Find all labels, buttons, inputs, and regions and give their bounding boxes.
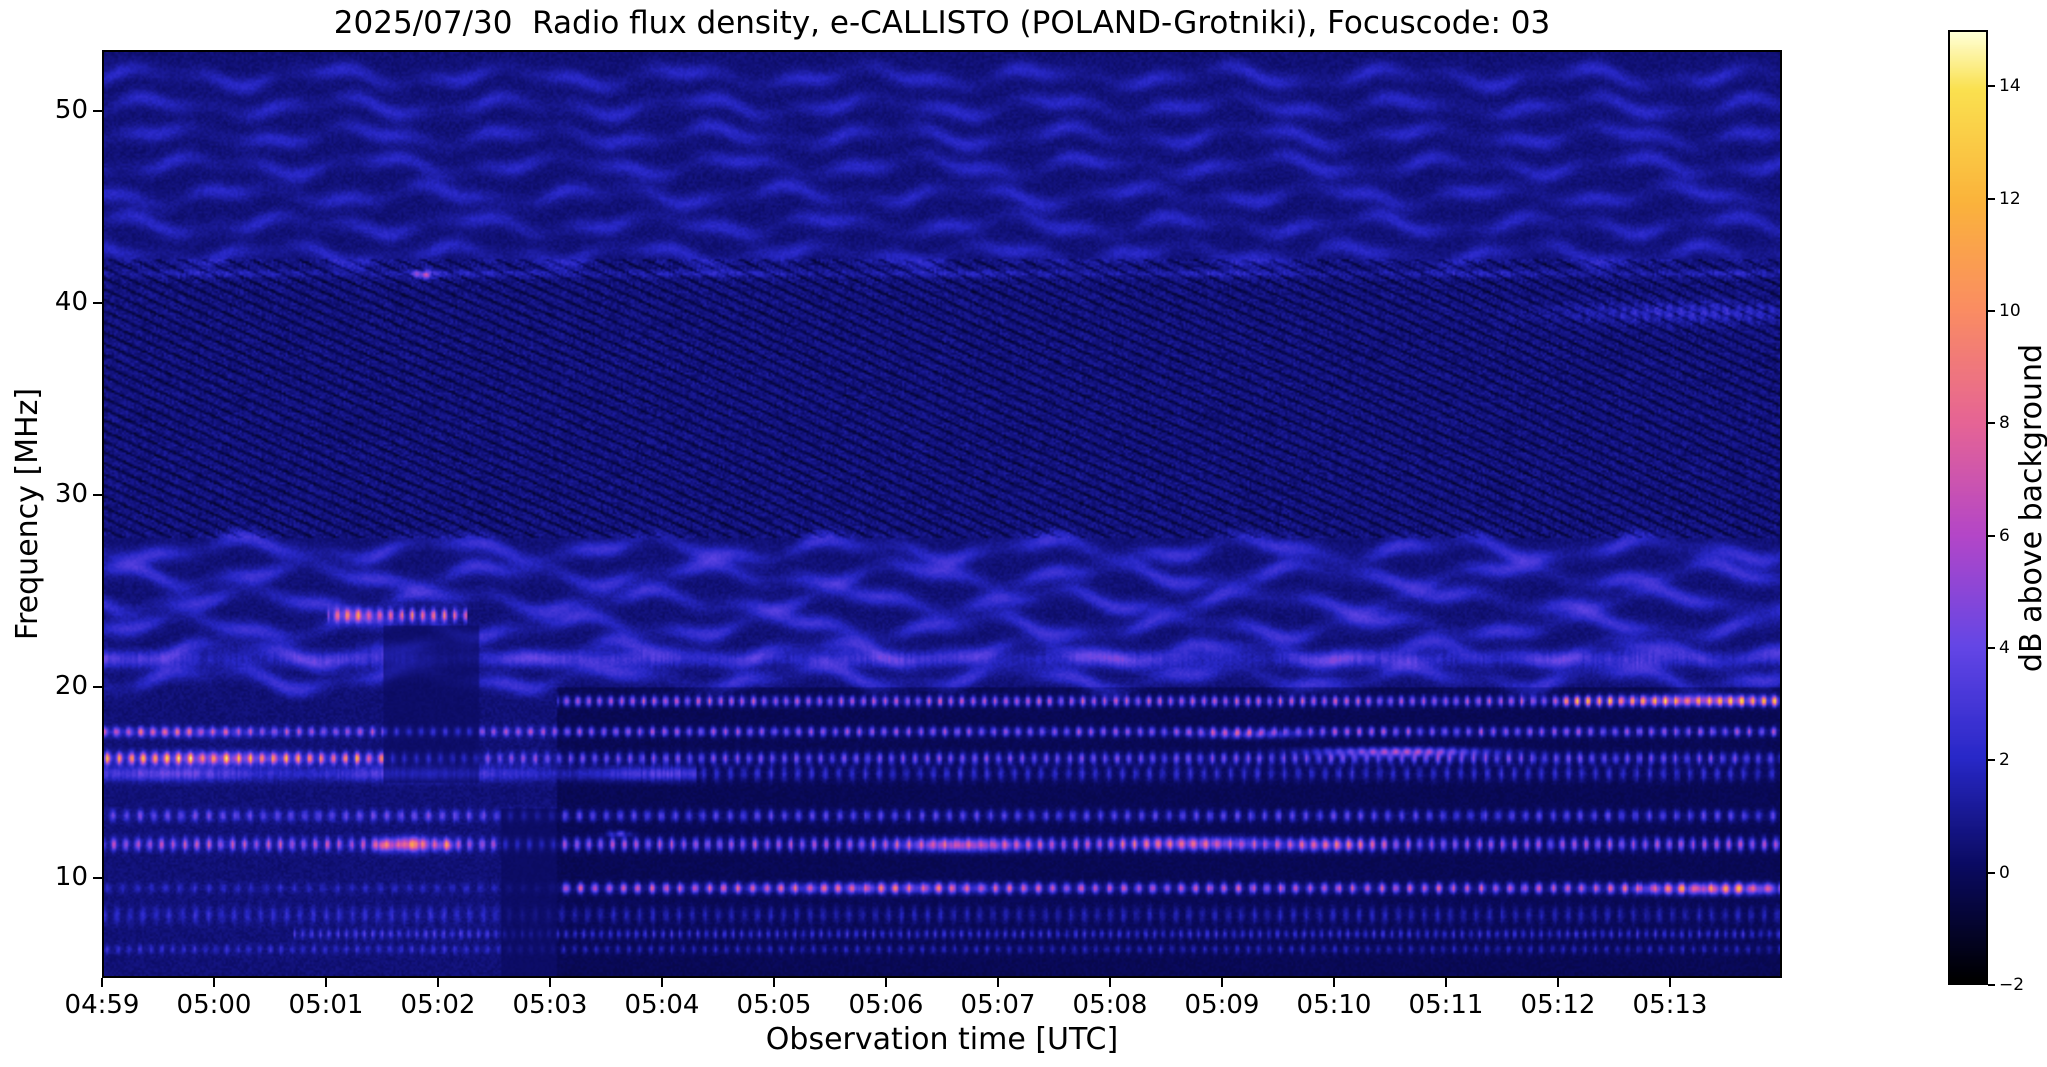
x-tick-mark	[1557, 978, 1559, 987]
chart-title: 2025/07/30 Radio flux density, e-CALLIST…	[333, 5, 1551, 41]
x-tick-label: 05:09	[1184, 990, 1260, 1020]
x-tick-mark	[661, 978, 663, 987]
x-tick-label: 05:12	[1520, 990, 1596, 1020]
y-tick-label: 10	[54, 862, 88, 893]
colorbar-tick-mark	[1988, 85, 1995, 88]
x-axis-label: Observation time [UTC]	[765, 1022, 1119, 1057]
y-tick-mark	[93, 877, 102, 880]
colorbar-tick-mark	[1988, 871, 1995, 874]
x-tick-label: 05:01	[288, 990, 364, 1020]
colorbar-tick-label: 0	[1999, 862, 2010, 883]
y-tick-mark	[93, 302, 102, 305]
x-tick-mark	[1669, 978, 1671, 987]
colorbar-tick-label: 2	[1999, 750, 2010, 771]
colorbar-tick-mark	[1988, 646, 1995, 649]
x-tick-label: 05:13	[1632, 990, 1708, 1020]
x-tick-label: 05:10	[1296, 990, 1372, 1020]
colorbar-tick-label: 8	[1999, 413, 2010, 434]
y-tick-label: 40	[54, 287, 88, 318]
x-tick-label: 05:02	[400, 990, 476, 1020]
x-tick-mark	[1333, 978, 1335, 987]
x-tick-label: 05:04	[624, 990, 700, 1020]
spectrogram-canvas	[104, 52, 1780, 976]
colorbar-tick-mark	[1988, 534, 1995, 537]
y-tick-label: 30	[54, 478, 88, 509]
x-tick-mark	[325, 978, 327, 987]
x-tick-mark	[1445, 978, 1447, 987]
x-tick-label: 05:08	[1072, 990, 1148, 1020]
x-tick-mark	[213, 978, 215, 987]
colorbar-label: dB above background	[2014, 343, 2047, 673]
colorbar-tick-label: 6	[1999, 525, 2010, 546]
x-tick-mark	[997, 978, 999, 987]
colorbar-tick-label: 4	[1999, 637, 2010, 658]
colorbar-tick-label: 12	[1999, 188, 2021, 209]
x-tick-label: 05:00	[176, 990, 252, 1020]
colorbar-tick-label: −2	[1999, 975, 2025, 995]
y-tick-mark	[93, 493, 102, 496]
x-tick-mark	[101, 978, 103, 987]
colorbar-tick-label: 14	[1999, 76, 2021, 97]
x-tick-mark	[773, 978, 775, 987]
y-tick-mark	[93, 685, 102, 688]
y-tick-label: 20	[54, 670, 88, 701]
colorbar-gradient	[1950, 32, 1986, 983]
colorbar-tick-mark	[1988, 759, 1995, 762]
x-tick-mark	[437, 978, 439, 987]
spectrogram-plot	[102, 50, 1782, 978]
x-tick-label: 04:59	[64, 990, 140, 1020]
x-tick-mark	[885, 978, 887, 987]
x-tick-label: 05:05	[736, 990, 812, 1020]
colorbar-tick-label: 10	[1999, 300, 2021, 321]
x-tick-mark	[1221, 978, 1223, 987]
y-tick-mark	[93, 110, 102, 113]
colorbar-tick-mark	[1988, 422, 1995, 425]
y-tick-label: 50	[54, 95, 88, 126]
x-tick-mark	[549, 978, 551, 987]
x-tick-label: 05:11	[1408, 990, 1484, 1020]
x-tick-label: 05:03	[512, 990, 588, 1020]
x-tick-label: 05:06	[848, 990, 924, 1020]
colorbar-tick-mark	[1988, 984, 1995, 986]
x-tick-mark	[1109, 978, 1111, 987]
colorbar-tick-mark	[1988, 197, 1995, 200]
colorbar	[1948, 30, 1988, 985]
x-tick-label: 05:07	[960, 990, 1036, 1020]
colorbar-tick-mark	[1988, 309, 1995, 312]
